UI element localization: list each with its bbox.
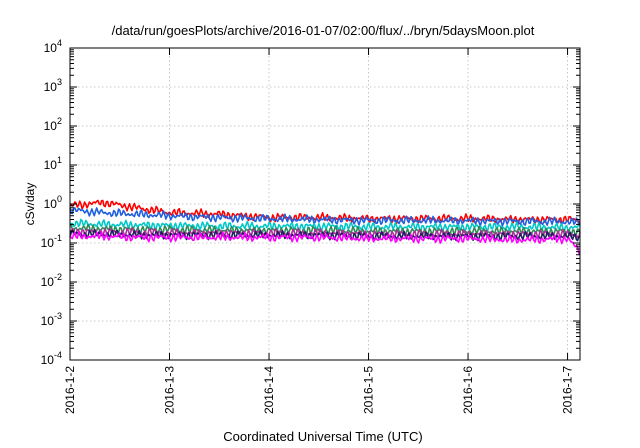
series-line: [69, 207, 581, 227]
chart-title: /data/run/goesPlots/archive/2016-01-07/0…: [112, 23, 535, 38]
x-tick-label: 2016-1-4: [262, 366, 276, 414]
x-tick-label: 2016-1-2: [63, 366, 77, 414]
x-tick-label: 2016-1-3: [163, 366, 177, 414]
x-tick-label: 2016-1-5: [362, 366, 376, 414]
x-tick-label: 2016-1-7: [561, 366, 575, 414]
series-line: [69, 231, 581, 255]
x-axis: 2016-1-2 2016-1-3 2016-1-4 2016-1-5 2016-1-6…: [63, 48, 575, 414]
grid: [70, 48, 580, 360]
y-axis-label: cSv/day: [23, 183, 37, 226]
x-tick-label: 2016-1-6: [461, 366, 475, 414]
series-layer: [69, 199, 581, 255]
x-axis-label: Coordinated Universal Time (UTC): [223, 429, 422, 444]
series-line: [69, 227, 581, 240]
